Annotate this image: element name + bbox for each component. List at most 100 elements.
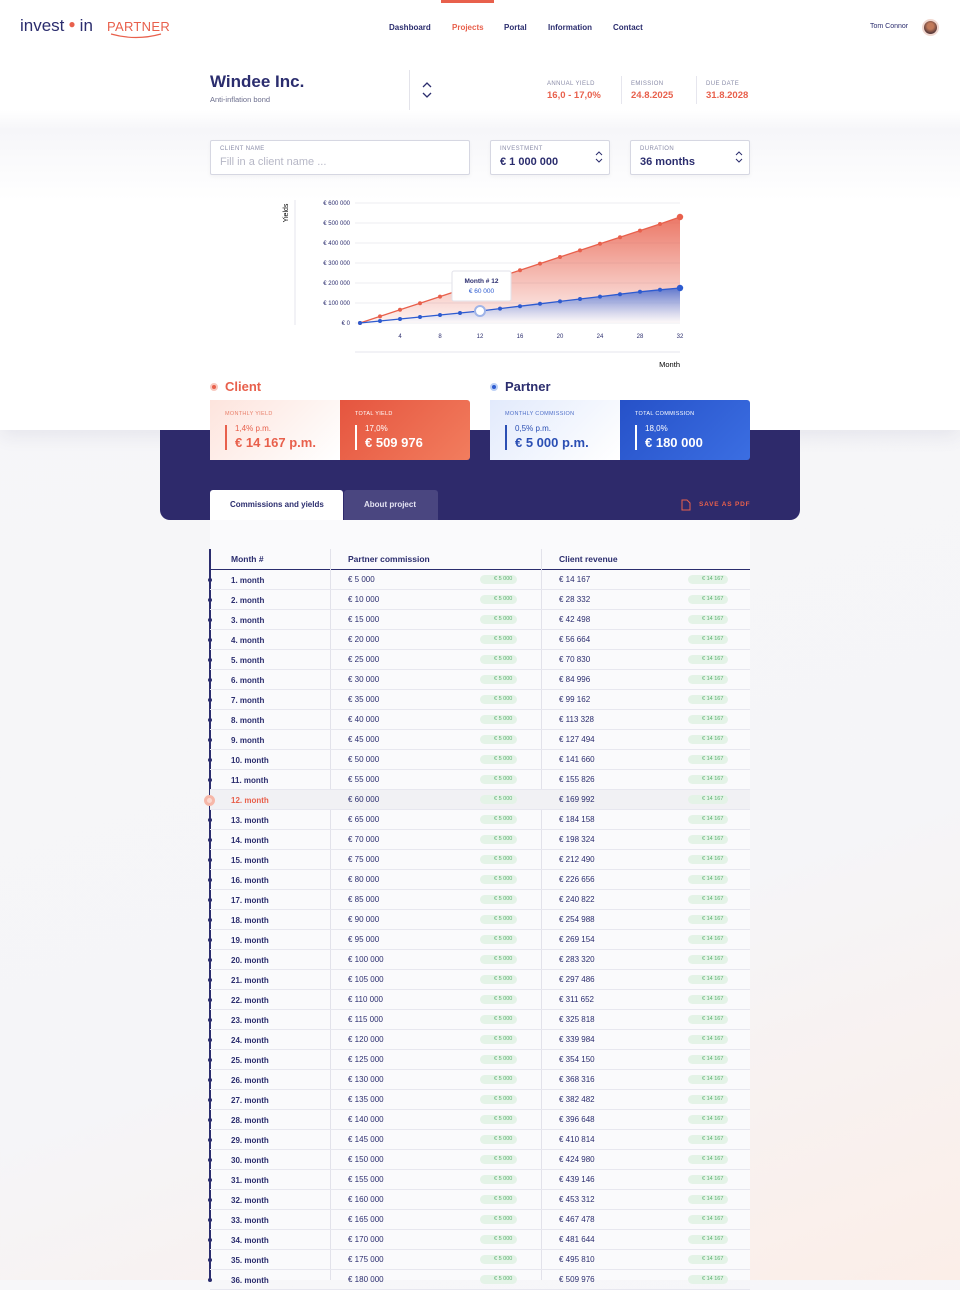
table-row [210, 850, 750, 870]
timeline-dot [208, 778, 212, 782]
logo-in: in [79, 16, 93, 35]
y-tick-label: € 100 000 [323, 301, 350, 307]
commission-cell: € 55 000 [348, 775, 380, 784]
month-cell: 10. month [231, 756, 269, 765]
revenue-cell: € 99 162 [559, 695, 591, 704]
client-monthly-card [210, 400, 340, 460]
commission-cell: € 65 000 [348, 815, 380, 824]
revenue-cell: € 184 158 [559, 815, 595, 824]
project-switch[interactable] [420, 81, 434, 99]
card-amount: € 14 167 p.m. [235, 435, 316, 450]
nav-link[interactable]: Projects [452, 23, 484, 32]
table-row [210, 1150, 750, 1170]
revenue-cell: € 113 328 [559, 715, 594, 724]
table-row [210, 1050, 750, 1070]
table-row [210, 1070, 750, 1090]
commission-cell: € 30 000 [348, 675, 380, 684]
save-pdf[interactable]: SAVE AS PDF [699, 501, 751, 508]
revenue-badge: € 14 167 [688, 1015, 729, 1024]
client-name-input[interactable] [210, 140, 470, 175]
commission-badge: € 5 000 [480, 1015, 518, 1024]
table-row [210, 690, 750, 710]
commission-cell: € 50 000 [348, 755, 380, 764]
investment-input[interactable] [490, 140, 610, 175]
logo[interactable]: invest ● in [20, 16, 93, 35]
point [418, 315, 422, 319]
commission-cell: € 125 000 [348, 1055, 384, 1064]
point [518, 268, 522, 273]
commission-badge: € 5 000 [480, 955, 518, 964]
commission-badge: € 5 000 [480, 755, 518, 764]
nav-link[interactable]: Portal [504, 23, 527, 32]
point [358, 321, 362, 325]
point [558, 255, 562, 259]
revenue-cell: € 467 478 [559, 1215, 595, 1224]
duration-input[interactable] [630, 140, 750, 175]
y-tick-label: € 400 000 [323, 241, 350, 247]
stepper[interactable] [734, 150, 744, 164]
tab[interactable] [344, 490, 438, 520]
table-row [210, 610, 750, 630]
nav-link[interactable]: Dashboard [389, 23, 431, 32]
commission-cell: € 80 000 [348, 875, 380, 884]
point [398, 317, 402, 321]
partner-heading: Partner [505, 379, 551, 394]
x-axis-label: Month [659, 360, 680, 369]
table-row [210, 1190, 750, 1210]
revenue-cell: € 424 980 [559, 1155, 595, 1164]
month-cell: 34. month [231, 1236, 269, 1245]
commission-badge: € 5 000 [480, 715, 518, 724]
timeline-dot [208, 1098, 212, 1102]
commission-cell: € 25 000 [348, 655, 380, 664]
point [458, 311, 462, 315]
card-label: TOTAL COMMISSION [635, 411, 695, 417]
table-row [210, 1090, 750, 1110]
revenue-badge: € 14 167 [688, 995, 729, 1004]
commission-cell: € 170 000 [348, 1235, 384, 1244]
table-row [210, 890, 750, 910]
timeline-dot [208, 698, 212, 702]
card-amount: € 5 000 p.m. [515, 435, 589, 450]
revenue-badge: € 14 167 [688, 675, 729, 684]
timeline-dot [208, 1018, 212, 1022]
commission-badge: € 5 000 [480, 635, 518, 644]
revenue-cell: € 127 494 [559, 735, 595, 744]
month-cell: 6. month [231, 676, 265, 685]
nav-link[interactable]: Information [548, 23, 592, 32]
user-name[interactable]: Tom Connor [870, 23, 909, 30]
avatar[interactable] [922, 19, 939, 36]
revenue-cell: € 70 830 [559, 655, 591, 664]
stat-label: ANNUAL YIELD [547, 81, 595, 87]
timeline-dot [208, 1118, 212, 1122]
table-row [210, 830, 750, 850]
month-cell: 25. month [231, 1056, 269, 1065]
nav-link[interactable]: Contact [613, 23, 643, 32]
card-label: TOTAL YIELD [355, 411, 393, 417]
month-cell: 8. month [231, 716, 265, 725]
card-rate: 18,0% [645, 424, 668, 433]
commission-badge: € 5 000 [480, 575, 518, 584]
x-tick-label: 16 [517, 334, 524, 340]
revenue-cell: € 14 167 [559, 575, 591, 584]
table-row [210, 650, 750, 670]
stat-label: EMISSION [631, 81, 664, 87]
table-row [210, 730, 750, 750]
month-cell: 18. month [231, 916, 269, 925]
revenue-cell: € 269 154 [559, 935, 595, 944]
month-cell: 32. month [231, 1196, 269, 1205]
timeline-dot [208, 738, 212, 742]
table-row [210, 810, 750, 830]
point [378, 319, 382, 323]
month-cell: 33. month [231, 1216, 269, 1225]
table-row [210, 910, 750, 930]
month-cell: 28. month [231, 1116, 269, 1125]
card-bar [635, 425, 637, 450]
revenue-cell: € 297 486 [559, 975, 595, 984]
top-panel [0, 0, 960, 430]
commission-cell: € 100 000 [348, 955, 384, 964]
stepper[interactable] [594, 150, 604, 164]
stat-value: 24.8.2025 [631, 90, 674, 101]
tab-active[interactable] [210, 490, 343, 520]
month-cell: 20. month [231, 956, 269, 965]
revenue-badge: € 14 167 [688, 1215, 729, 1224]
